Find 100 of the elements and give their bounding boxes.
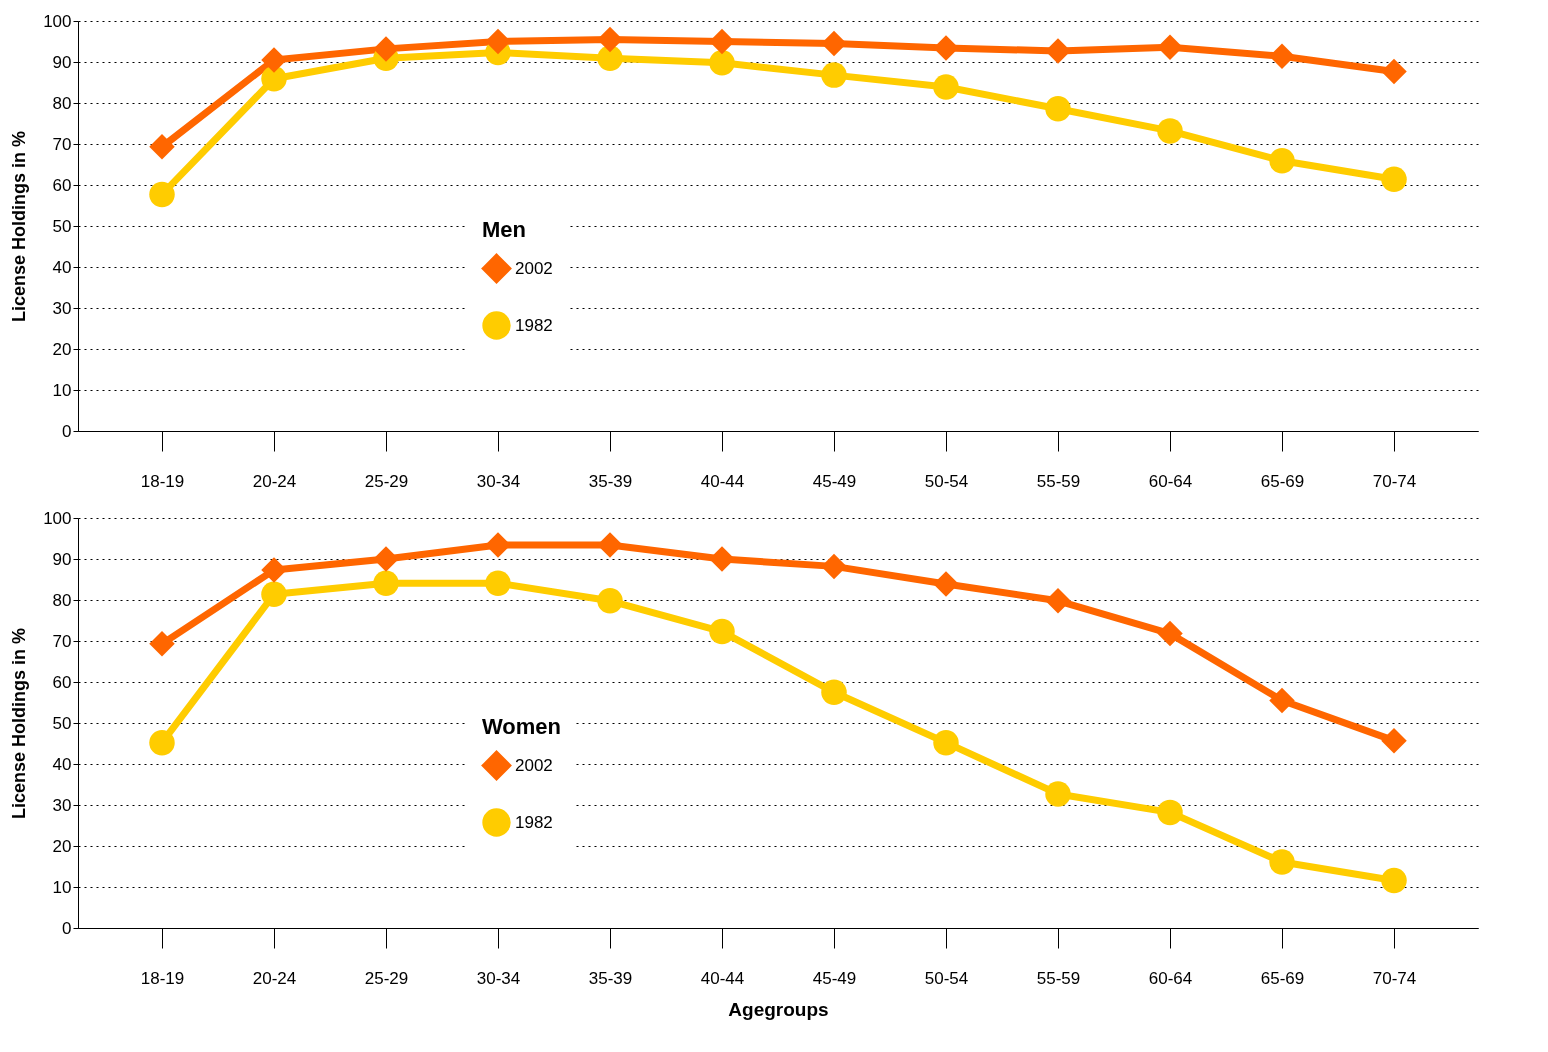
point bbox=[1269, 148, 1295, 174]
x-tick-label: 45-49 bbox=[812, 471, 857, 491]
y-tick-label: 20 bbox=[52, 836, 72, 856]
point bbox=[261, 581, 287, 607]
point bbox=[373, 36, 399, 62]
point bbox=[261, 47, 287, 73]
point bbox=[1045, 96, 1071, 122]
point bbox=[1381, 867, 1407, 894]
point bbox=[933, 74, 959, 100]
x-tick-label: 65-69 bbox=[1260, 471, 1305, 491]
point bbox=[597, 45, 623, 72]
point bbox=[485, 570, 511, 596]
y-tick-label: 10 bbox=[52, 877, 72, 897]
x-tick-label: 65-69 bbox=[1260, 968, 1305, 988]
y-tick-label: 80 bbox=[52, 590, 72, 610]
x-tick-label: 18-19 bbox=[140, 968, 185, 988]
point bbox=[821, 679, 847, 705]
y-tick-label: 90 bbox=[52, 52, 72, 72]
legend-label: 2002 bbox=[515, 258, 553, 278]
point bbox=[149, 631, 175, 657]
y-tick-label: 50 bbox=[52, 216, 72, 236]
point bbox=[597, 26, 623, 53]
point bbox=[1157, 799, 1183, 826]
point bbox=[597, 588, 623, 614]
y-tick-label: 0 bbox=[62, 421, 72, 441]
point bbox=[1269, 687, 1295, 714]
point bbox=[1045, 38, 1071, 64]
x-tick-label: 70-74 bbox=[1372, 471, 1417, 491]
point bbox=[821, 553, 847, 580]
legend-title: Women bbox=[482, 714, 562, 739]
point bbox=[1157, 118, 1183, 144]
x-tick-label: 25-29 bbox=[364, 471, 409, 491]
y-tick-label: 10 bbox=[52, 380, 72, 400]
x-tick-label: 45-49 bbox=[812, 968, 857, 988]
point bbox=[485, 28, 511, 55]
y-tick-label: 60 bbox=[52, 175, 72, 195]
point bbox=[709, 618, 735, 645]
legend-label: 1982 bbox=[515, 812, 553, 832]
x-tick-label: 30-34 bbox=[476, 968, 521, 988]
point bbox=[1269, 849, 1295, 875]
x-tick-label: 35-39 bbox=[588, 471, 633, 491]
point bbox=[1381, 727, 1407, 754]
y-tick-label: 40 bbox=[52, 754, 72, 774]
point bbox=[709, 28, 735, 55]
y-tick-label: 100 bbox=[43, 508, 72, 528]
y-axis-title: License Holdings in % bbox=[9, 627, 30, 820]
point bbox=[821, 62, 847, 88]
y-tick-label: 50 bbox=[52, 713, 72, 733]
x-axis-title: Agegroups bbox=[728, 998, 829, 1020]
point bbox=[373, 570, 399, 596]
x-tick-label: 40-44 bbox=[700, 471, 745, 491]
point bbox=[709, 546, 735, 572]
legend-title: Men bbox=[482, 217, 526, 242]
x-tick-label: 50-54 bbox=[924, 471, 969, 491]
x-tick-label: 18-19 bbox=[140, 471, 185, 491]
point bbox=[1045, 781, 1071, 807]
point bbox=[1381, 166, 1407, 192]
point bbox=[149, 729, 175, 756]
x-tick-label: 60-64 bbox=[1148, 968, 1193, 988]
point bbox=[1381, 58, 1407, 85]
point bbox=[821, 30, 847, 57]
y-tick-label: 30 bbox=[52, 795, 72, 815]
point bbox=[709, 50, 735, 76]
x-tick-label: 50-54 bbox=[924, 968, 969, 988]
point bbox=[261, 66, 287, 92]
y-tick-label: 30 bbox=[52, 298, 72, 318]
point bbox=[1157, 34, 1183, 60]
point bbox=[485, 532, 511, 558]
point bbox=[261, 557, 287, 583]
y-tick-label: 40 bbox=[52, 257, 72, 277]
y-tick-label: 20 bbox=[52, 339, 72, 359]
legend-label: 1982 bbox=[515, 315, 553, 335]
point bbox=[1045, 588, 1071, 614]
y-tick-label: 70 bbox=[52, 631, 72, 651]
point bbox=[597, 532, 623, 558]
point bbox=[149, 134, 175, 160]
y-tick-label: 0 bbox=[62, 918, 72, 938]
legend-label: 2002 bbox=[515, 755, 553, 775]
point bbox=[373, 546, 399, 572]
x-tick-label: 55-59 bbox=[1036, 471, 1081, 491]
x-tick-label: 30-34 bbox=[476, 471, 521, 491]
x-tick-label: 40-44 bbox=[700, 968, 745, 988]
y-tick-label: 60 bbox=[52, 672, 72, 692]
x-tick-label: 35-39 bbox=[588, 968, 633, 988]
x-tick-label: 25-29 bbox=[364, 968, 409, 988]
y-tick-label: 90 bbox=[52, 549, 72, 569]
y-tick-label: 80 bbox=[52, 93, 72, 113]
y-tick-label: 100 bbox=[43, 11, 72, 31]
x-tick-label: 60-64 bbox=[1148, 471, 1193, 491]
y-axis-title: License Holdings in % bbox=[9, 130, 30, 323]
point bbox=[933, 729, 959, 756]
point bbox=[1157, 620, 1183, 647]
point bbox=[933, 35, 959, 61]
x-tick-label: 20-24 bbox=[252, 968, 297, 988]
y-tick-label: 70 bbox=[52, 134, 72, 154]
x-tick-label: 20-24 bbox=[252, 471, 297, 491]
point bbox=[149, 181, 175, 208]
x-tick-label: 55-59 bbox=[1036, 968, 1081, 988]
point bbox=[1269, 43, 1295, 70]
x-tick-label: 70-74 bbox=[1372, 968, 1417, 988]
